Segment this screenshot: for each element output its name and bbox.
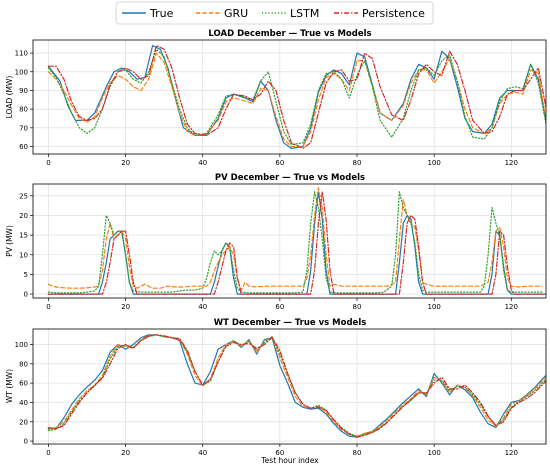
x-tick-label: 80 [353,159,362,167]
x-tick-label: 40 [198,303,207,311]
x-tick-label: 100 [427,303,440,311]
pv-series-true [47,191,546,295]
wt-series-lstm [47,334,546,437]
load-series-gru [47,52,546,148]
x-tick-label: 80 [353,449,362,457]
panel-pv-title: PV December — True vs Models [215,173,365,183]
panel-wt: WT December — True vs Models WT (MW) 0 20… [5,318,547,457]
y-tick-label: 20 [19,418,28,426]
x-tick-label: 0 [46,159,50,167]
x-tick-label: 60 [275,449,284,457]
panel-pv-series [47,187,546,295]
wt-series-persistence [47,334,546,438]
panel-pv-ylabel: PV (MW) [5,225,14,257]
y-tick-label: 25 [19,192,28,200]
x-tick-label: 20 [121,449,130,457]
x-tick-label: 20 [121,303,130,311]
y-tick-label: 0 [24,438,28,446]
panel-load-ylabel: LOAD (MW) [5,76,14,119]
panel-load-title: LOAD December — True vs Models [208,29,371,39]
x-tick-label: 0 [46,449,50,457]
y-tick-label: 100 [15,341,28,349]
load-series-true [47,44,546,149]
y-tick-label: 80 [19,106,28,114]
panel-wt-title: WT December — True vs Models [214,318,367,328]
y-tick-label: 5 [24,271,28,279]
legend-label-gru: GRU [224,7,248,20]
x-tick-label: 40 [198,159,207,167]
legend-label-persistence: Persistence [362,7,425,20]
y-tick-label: 110 [15,50,28,58]
panel-wt-frame [32,328,547,445]
panel-pv: PV December — True vs Models PV (MW) 0 20… [5,173,547,311]
y-tick-label: 70 [19,124,28,132]
panel-load: LOAD December — True vs Models LOAD (MW)… [5,29,547,167]
wt-series-true [47,334,546,438]
x-tick-label: 60 [275,303,284,311]
x-tick-label: 40 [198,449,207,457]
panel-load-series [47,44,546,149]
load-series-lstm [47,48,546,146]
legend-box [115,1,434,25]
legend: True GRU LSTM Persistence [115,1,434,25]
y-tick-label: 40 [19,399,28,407]
y-tick-label: 20 [19,212,28,220]
pv-series-lstm [47,191,543,294]
x-tick-label: 80 [353,303,362,311]
panel-load-frame [32,39,547,155]
panel-pv-frame [32,183,547,299]
panel-wt-ticks: 0 20 40 60 80 100 120 0 20 40 60 80 100 [15,341,518,457]
y-tick-label: 15 [19,232,28,240]
x-axis-label: Test hour index [260,456,319,465]
panel-wt-ylabel: WT (MW) [5,369,14,403]
x-tick-label: 120 [505,449,518,457]
x-tick-label: 20 [121,159,130,167]
pv-series-gru [47,187,543,291]
panel-wt-series [47,334,546,438]
x-tick-label: 0 [46,303,50,311]
y-tick-label: 10 [19,251,28,259]
x-tick-label: 120 [505,303,518,311]
y-tick-label: 60 [19,380,28,388]
y-tick-label: 90 [19,87,28,95]
panel-wt-grid [33,329,546,444]
x-tick-label: 100 [427,449,440,457]
wt-series-gru [47,334,546,437]
legend-label-true: True [149,7,174,20]
pv-series-persistence [47,191,546,295]
panel-pv-ticks: 0 20 40 60 80 100 120 0 5 10 15 20 25 [19,192,518,311]
legend-label-lstm: LSTM [290,7,319,20]
y-tick-label: 60 [19,143,28,151]
x-tick-label: 60 [275,159,284,167]
y-tick-label: 100 [15,68,28,76]
panel-load-ticks: 0 20 40 60 80 100 120 60 70 80 90 100 110 [15,50,518,167]
y-tick-label: 0 [24,291,28,299]
load-series-persistence [47,44,546,149]
x-tick-label: 120 [505,159,518,167]
x-tick-label: 100 [427,159,440,167]
y-tick-label: 80 [19,360,28,368]
